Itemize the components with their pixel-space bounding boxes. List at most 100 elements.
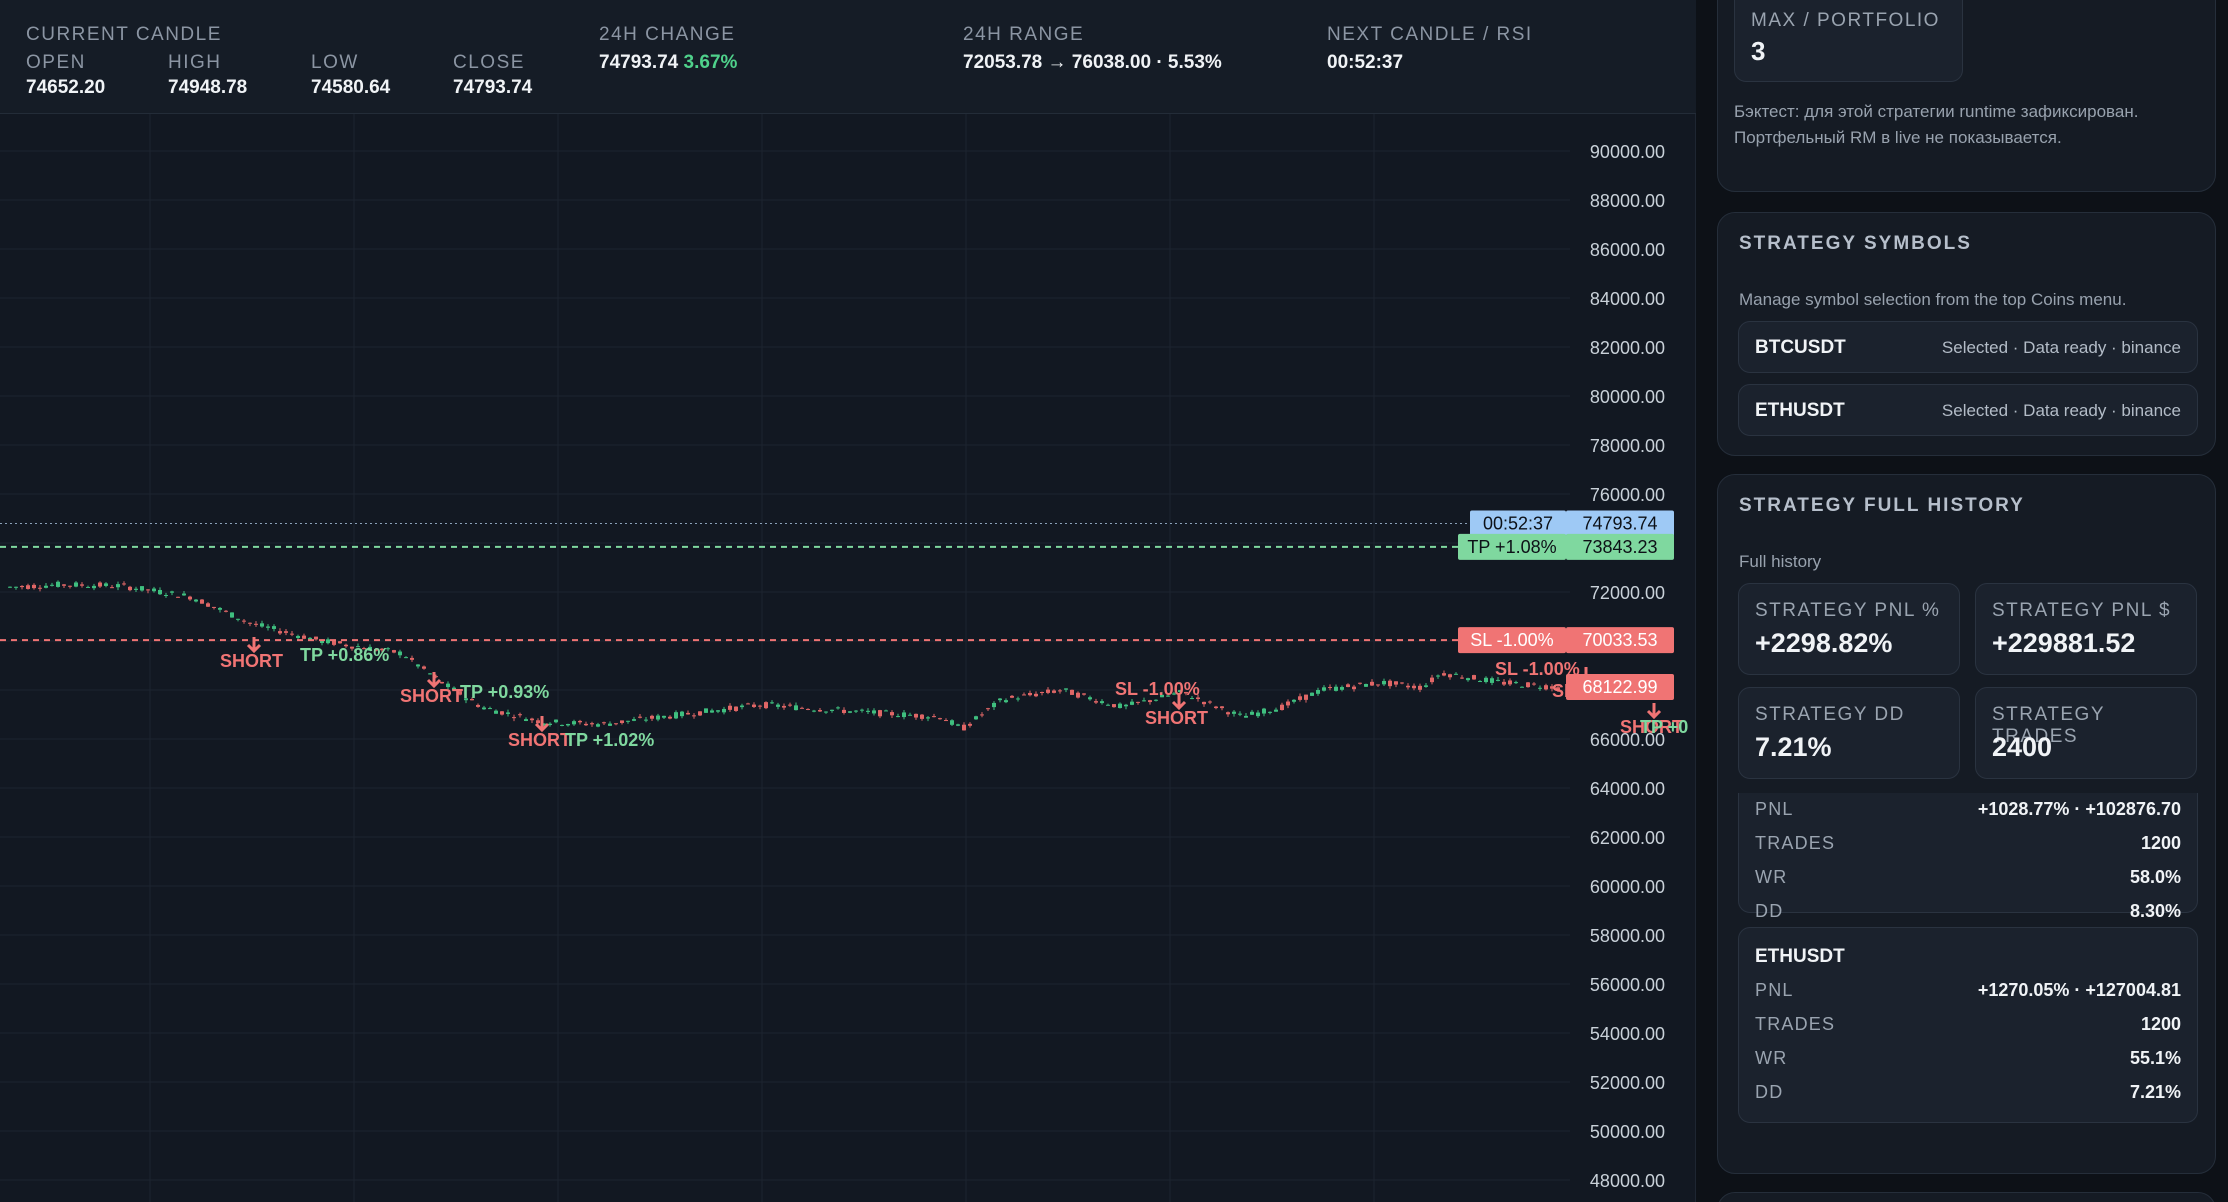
candle-body	[554, 719, 558, 723]
candle-body	[920, 714, 924, 719]
strategy-history-card[interactable]: STRATEGY FULL HISTORY Full history STRAT…	[1717, 474, 2216, 1174]
candle-body	[584, 723, 588, 726]
candle-body	[44, 585, 48, 588]
candle-body	[878, 710, 882, 717]
candle-body	[1358, 682, 1362, 684]
candle-body	[914, 713, 918, 718]
btc-dd-value: 8.30%	[2129, 901, 2181, 921]
candle-body	[1352, 686, 1356, 690]
candle-body	[590, 723, 594, 725]
pnl-percent-value: +2298.82%	[1755, 628, 1893, 658]
eth-dd-label: DD	[1755, 1082, 1784, 1102]
candle-body	[728, 705, 732, 710]
candle-body	[1178, 690, 1182, 693]
price-tick-label: 52000.00	[1590, 1073, 1665, 1093]
candle-body	[326, 639, 330, 644]
candle-stats-bar: CURRENT CANDLE OPEN 74652.20 HIGH 74948.…	[0, 0, 1696, 114]
sl-price-tag-bg	[1566, 627, 1674, 654]
candle-body	[1538, 687, 1542, 689]
candle-body	[638, 716, 642, 718]
candle-body	[1328, 687, 1332, 689]
candle-body	[1118, 703, 1122, 709]
candle-body	[170, 591, 174, 593]
candle-body	[1370, 681, 1374, 686]
candle-body	[548, 723, 552, 726]
candle-body	[1292, 699, 1296, 702]
candle-body	[428, 673, 432, 675]
price-tick-label: 80000.00	[1590, 387, 1665, 407]
candle-body	[1220, 706, 1224, 709]
candle-body	[1406, 685, 1410, 688]
countdown-tag: 00:52:37	[1483, 514, 1553, 534]
candle-body	[1322, 687, 1326, 691]
symbol-row-btcusdt[interactable]: BTCUSDT Selected · Data ready · binance	[1738, 321, 2198, 373]
candle-body	[1460, 677, 1464, 679]
candle-body	[884, 710, 888, 712]
candle-body	[1532, 683, 1536, 685]
close-label: CLOSE	[453, 52, 525, 73]
trade-marker-label: SL -1.00%	[1115, 679, 1200, 699]
candle-body	[368, 646, 372, 651]
candle-body	[56, 581, 60, 587]
candle-body	[716, 710, 720, 712]
candle-body	[560, 724, 564, 726]
drawdown-label: STRATEGY DD	[1755, 704, 1905, 725]
candle-body	[236, 618, 240, 620]
candle-body	[536, 720, 540, 724]
candle-body	[1004, 700, 1008, 703]
candle-body	[128, 586, 132, 591]
candle-body	[92, 585, 96, 589]
candle-body	[152, 588, 156, 592]
candle-body	[218, 607, 222, 610]
candle-body	[962, 724, 966, 731]
candle-body	[278, 631, 282, 634]
strategy-symbols-card: STRATEGY SYMBOLS Manage symbol selection…	[1717, 212, 2216, 456]
candle-body	[1070, 689, 1074, 695]
candle-body	[686, 712, 690, 715]
candle-body	[1496, 679, 1500, 681]
symbol-status: Selected · Data ready · binance	[1941, 401, 2181, 420]
candle-body	[830, 709, 834, 711]
candle-body	[32, 584, 36, 589]
candle-body	[122, 583, 126, 585]
candle-body	[800, 707, 804, 709]
next-candle-label: NEXT CANDLE / RSI	[1327, 24, 1533, 45]
candle-body	[968, 723, 972, 726]
candle-body	[1100, 701, 1104, 704]
history-subtitle: Full history	[1739, 552, 1822, 571]
btc-wr-value: 58.0%	[2129, 867, 2181, 887]
candle-body	[626, 720, 630, 722]
candle-body	[350, 646, 354, 649]
symbol-row-ethusdt[interactable]: ETHUSDT Selected · Data ready · binance	[1738, 384, 2198, 436]
range-label: 24H RANGE	[963, 24, 1085, 45]
candle-body	[1034, 693, 1038, 697]
eth-dd-value: 7.21%	[2129, 1082, 2181, 1102]
candle-body	[806, 708, 810, 710]
low-label: LOW	[311, 52, 359, 73]
eth-trades-value: 1200	[2140, 1014, 2181, 1034]
price-tick-label: 54000.00	[1590, 1024, 1665, 1044]
candle-body	[680, 711, 684, 717]
candle-body	[704, 708, 708, 713]
price-tick-label: 82000.00	[1590, 338, 1665, 358]
candle-body	[404, 657, 408, 659]
candle-body	[788, 704, 792, 706]
per-symbol-list[interactable]: PNL +1028.77% · +102876.70 TRADES 1200 W…	[1718, 793, 2215, 1173]
history-title: STRATEGY FULL HISTORY	[1739, 495, 2025, 516]
candle-body	[392, 650, 396, 653]
candle-body	[1268, 711, 1272, 713]
candle-body	[770, 702, 774, 704]
candle-body	[650, 715, 654, 719]
candle-body	[50, 584, 54, 586]
strategy-sidebar[interactable]: MAX / PORTFOLIO 3 Бэктест: для этой стра…	[1697, 0, 2228, 1202]
candle-body	[254, 623, 258, 625]
btc-dd-label: DD	[1755, 901, 1784, 921]
candle-body	[422, 666, 426, 669]
tp-price-tag: 73843.23	[1582, 537, 1657, 557]
candle-body	[1424, 685, 1428, 687]
candle-body	[1478, 681, 1482, 683]
candle-body	[1490, 678, 1494, 683]
candle-body	[1064, 688, 1068, 690]
